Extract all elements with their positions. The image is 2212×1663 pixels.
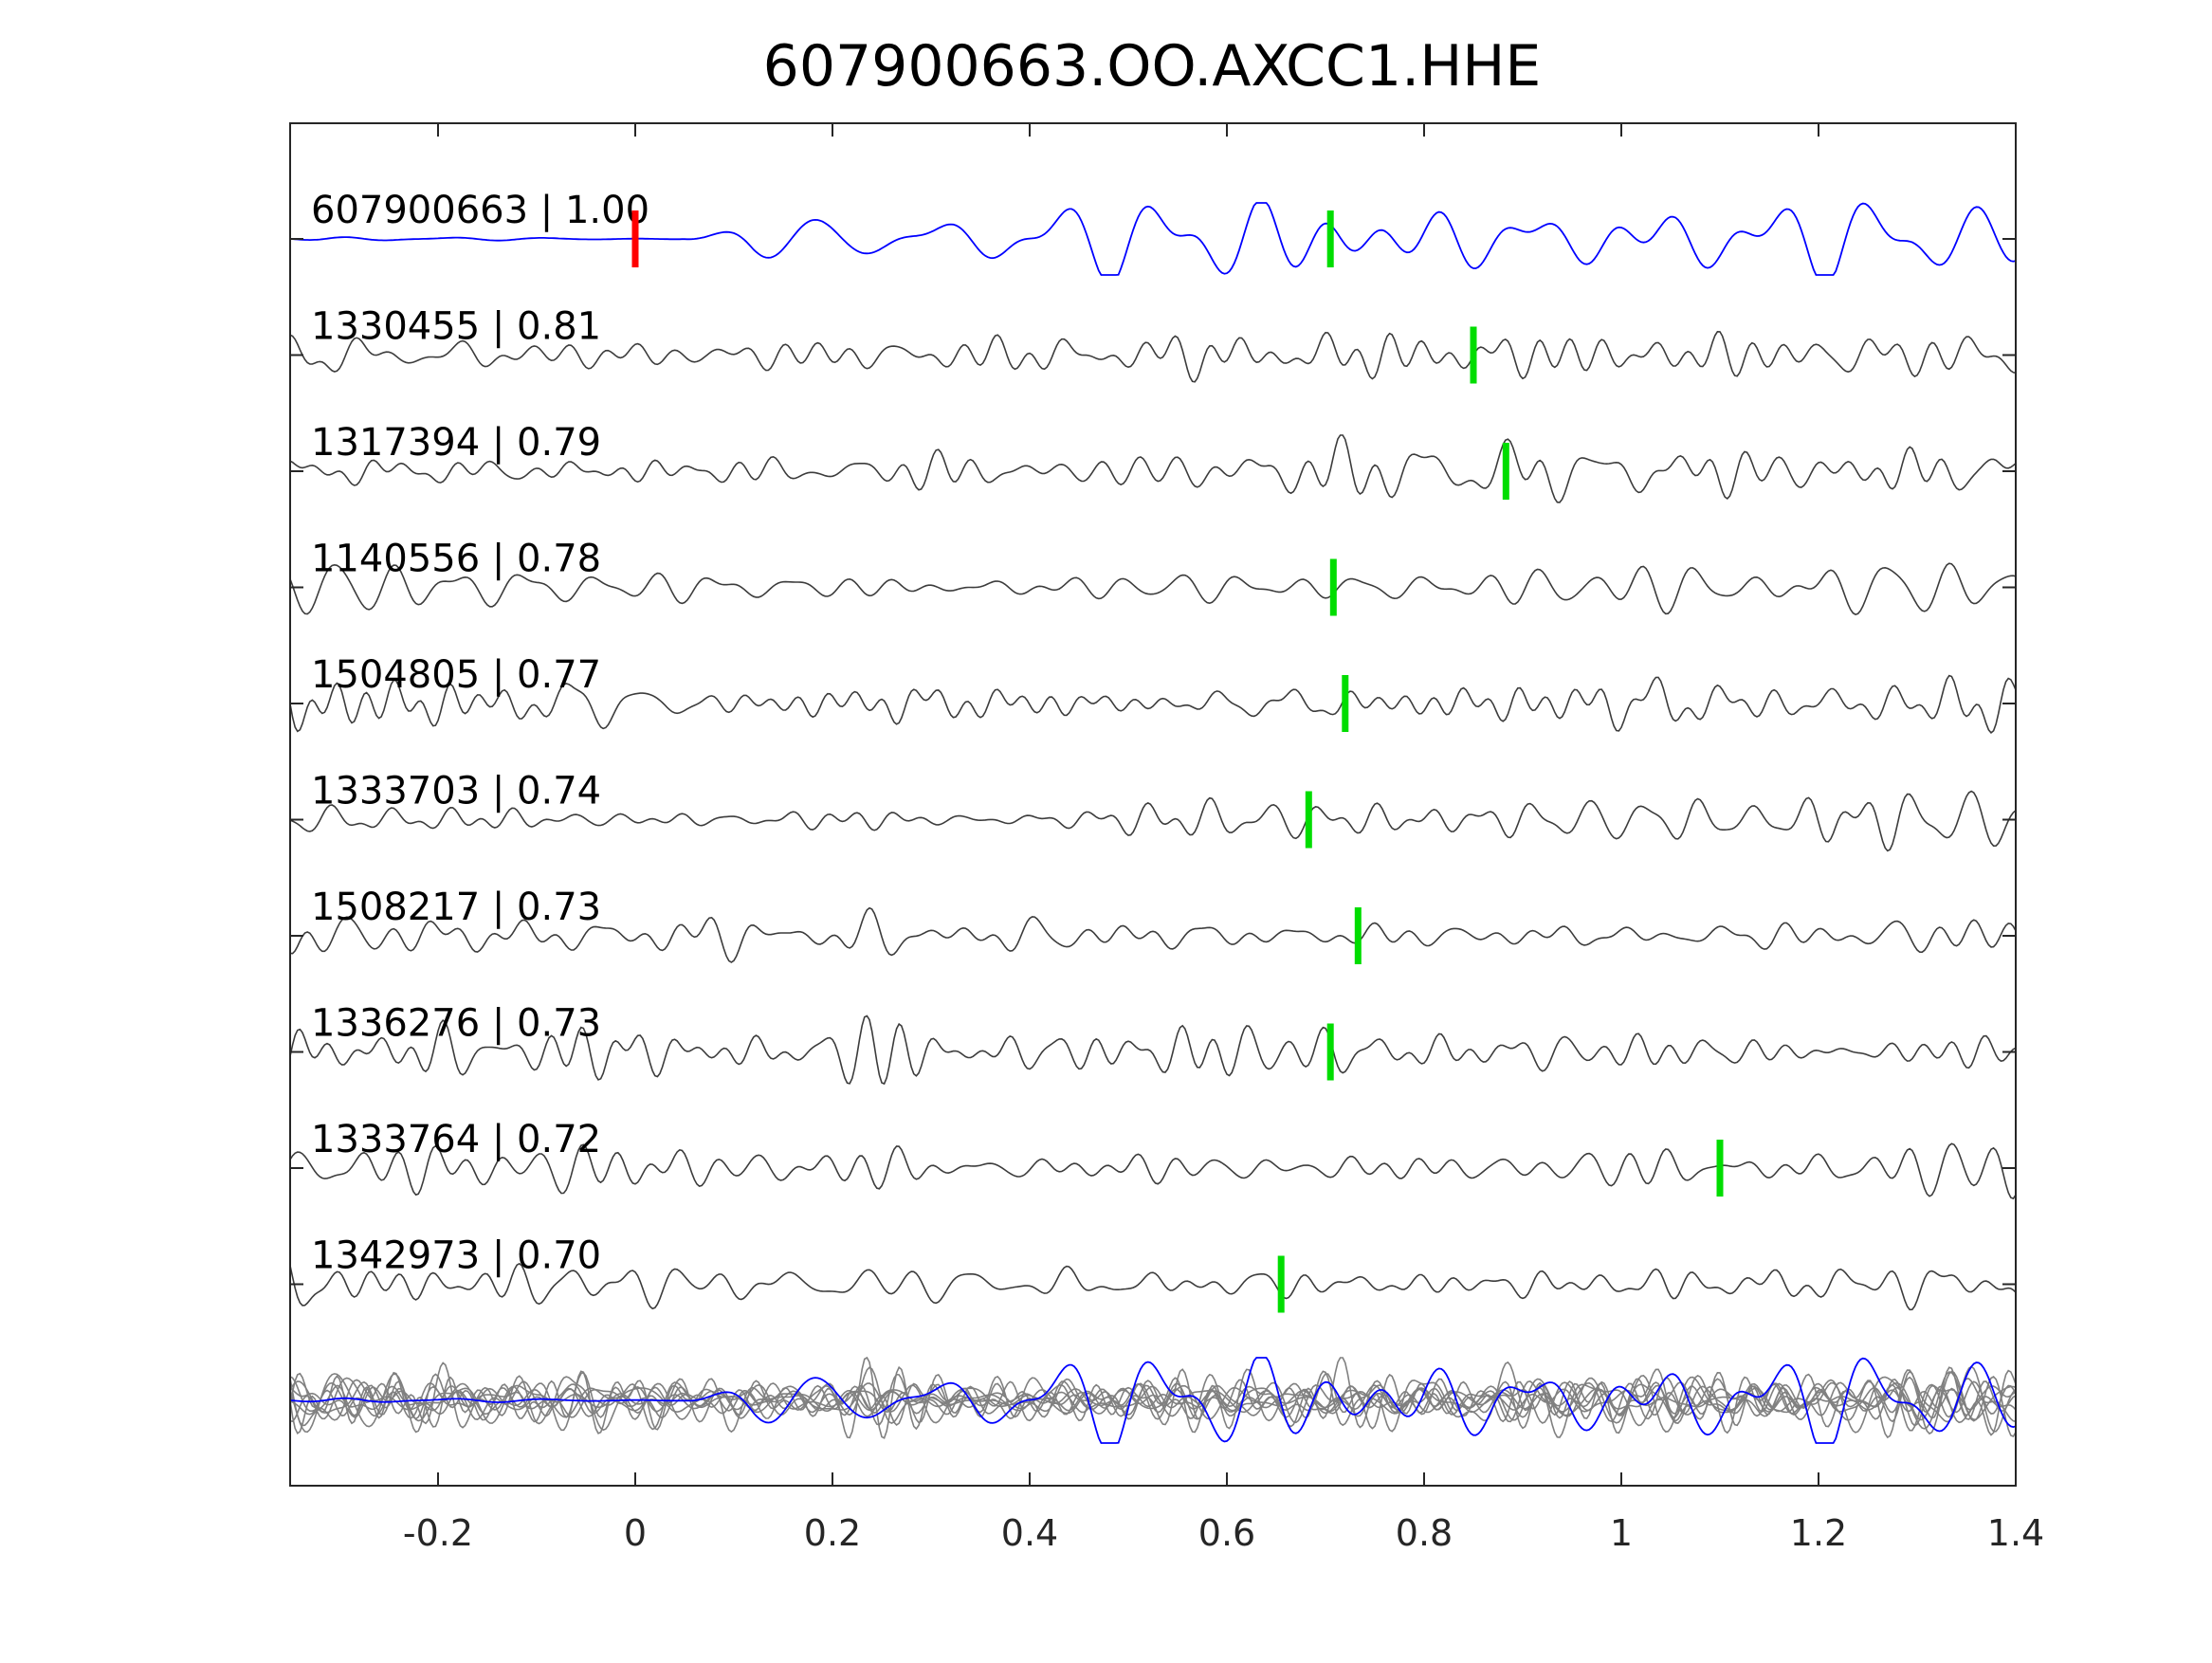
x-tick-label-0: -0.2 [403,1512,473,1554]
trace-1 [289,330,2017,383]
trace-6 [289,906,2017,963]
overlay-trace-1 [289,1371,2017,1434]
x-tick-label-4: 0.6 [1198,1512,1255,1554]
trace-label-7: 1336276 | 0.73 [311,1002,601,1046]
trace-2 [289,434,2017,503]
chart-title: 607900663.OO.AXCC1.HHE [763,33,1542,100]
x-tick-label-7: 1.2 [1790,1512,1847,1554]
overlay-trace-8 [289,1370,2017,1438]
overlay-template-trace [289,1357,2017,1444]
trace-label-1: 1330455 | 0.81 [311,305,601,349]
trace-8 [289,1142,2017,1200]
overlay-stack [289,1356,2017,1444]
trace-label-2: 1317394 | 0.79 [311,421,601,465]
trace-7 [289,1014,2017,1086]
trace-4 [289,674,2017,735]
axes-frame [289,122,2017,1487]
x-tick-label-6: 1 [1610,1512,1633,1554]
trace-label-8: 1333764 | 0.72 [311,1118,601,1161]
trace-label-3: 1140556 | 0.78 [311,538,601,581]
x-tick-label-2: 0.2 [804,1512,861,1554]
pick-markers [631,210,1724,1313]
x-tick-label-8: 1.4 [1987,1512,2044,1554]
trace-label-0: 607900663 | 1.00 [311,189,649,232]
x-tick-label-5: 0.8 [1396,1512,1453,1554]
x-tick-label-3: 0.4 [1001,1512,1058,1554]
trace-9 [289,1262,2017,1311]
overlay-trace-9 [289,1375,2017,1432]
x-tick-label-1: 0 [624,1512,647,1554]
trace-label-9: 1342973 | 0.70 [311,1234,601,1278]
trace-3 [289,562,2017,615]
trace-label-5: 1333703 | 0.74 [311,770,601,813]
overlay-trace-6 [289,1366,2017,1434]
axis-ticks: -0.2 0 0.2 0.4 0.6 0.8 1 1.2 1.4 [290,123,2044,1554]
trace-labels: 607900663 | 1.00 1330455 | 0.81 1317394 | … [311,189,649,1278]
trace-label-4: 1504805 | 0.77 [311,653,601,697]
template-trace [289,202,2017,276]
traces-layer [289,202,2017,1311]
trace-label-6: 1508217 | 0.73 [311,886,601,929]
trace-5 [289,790,2017,852]
